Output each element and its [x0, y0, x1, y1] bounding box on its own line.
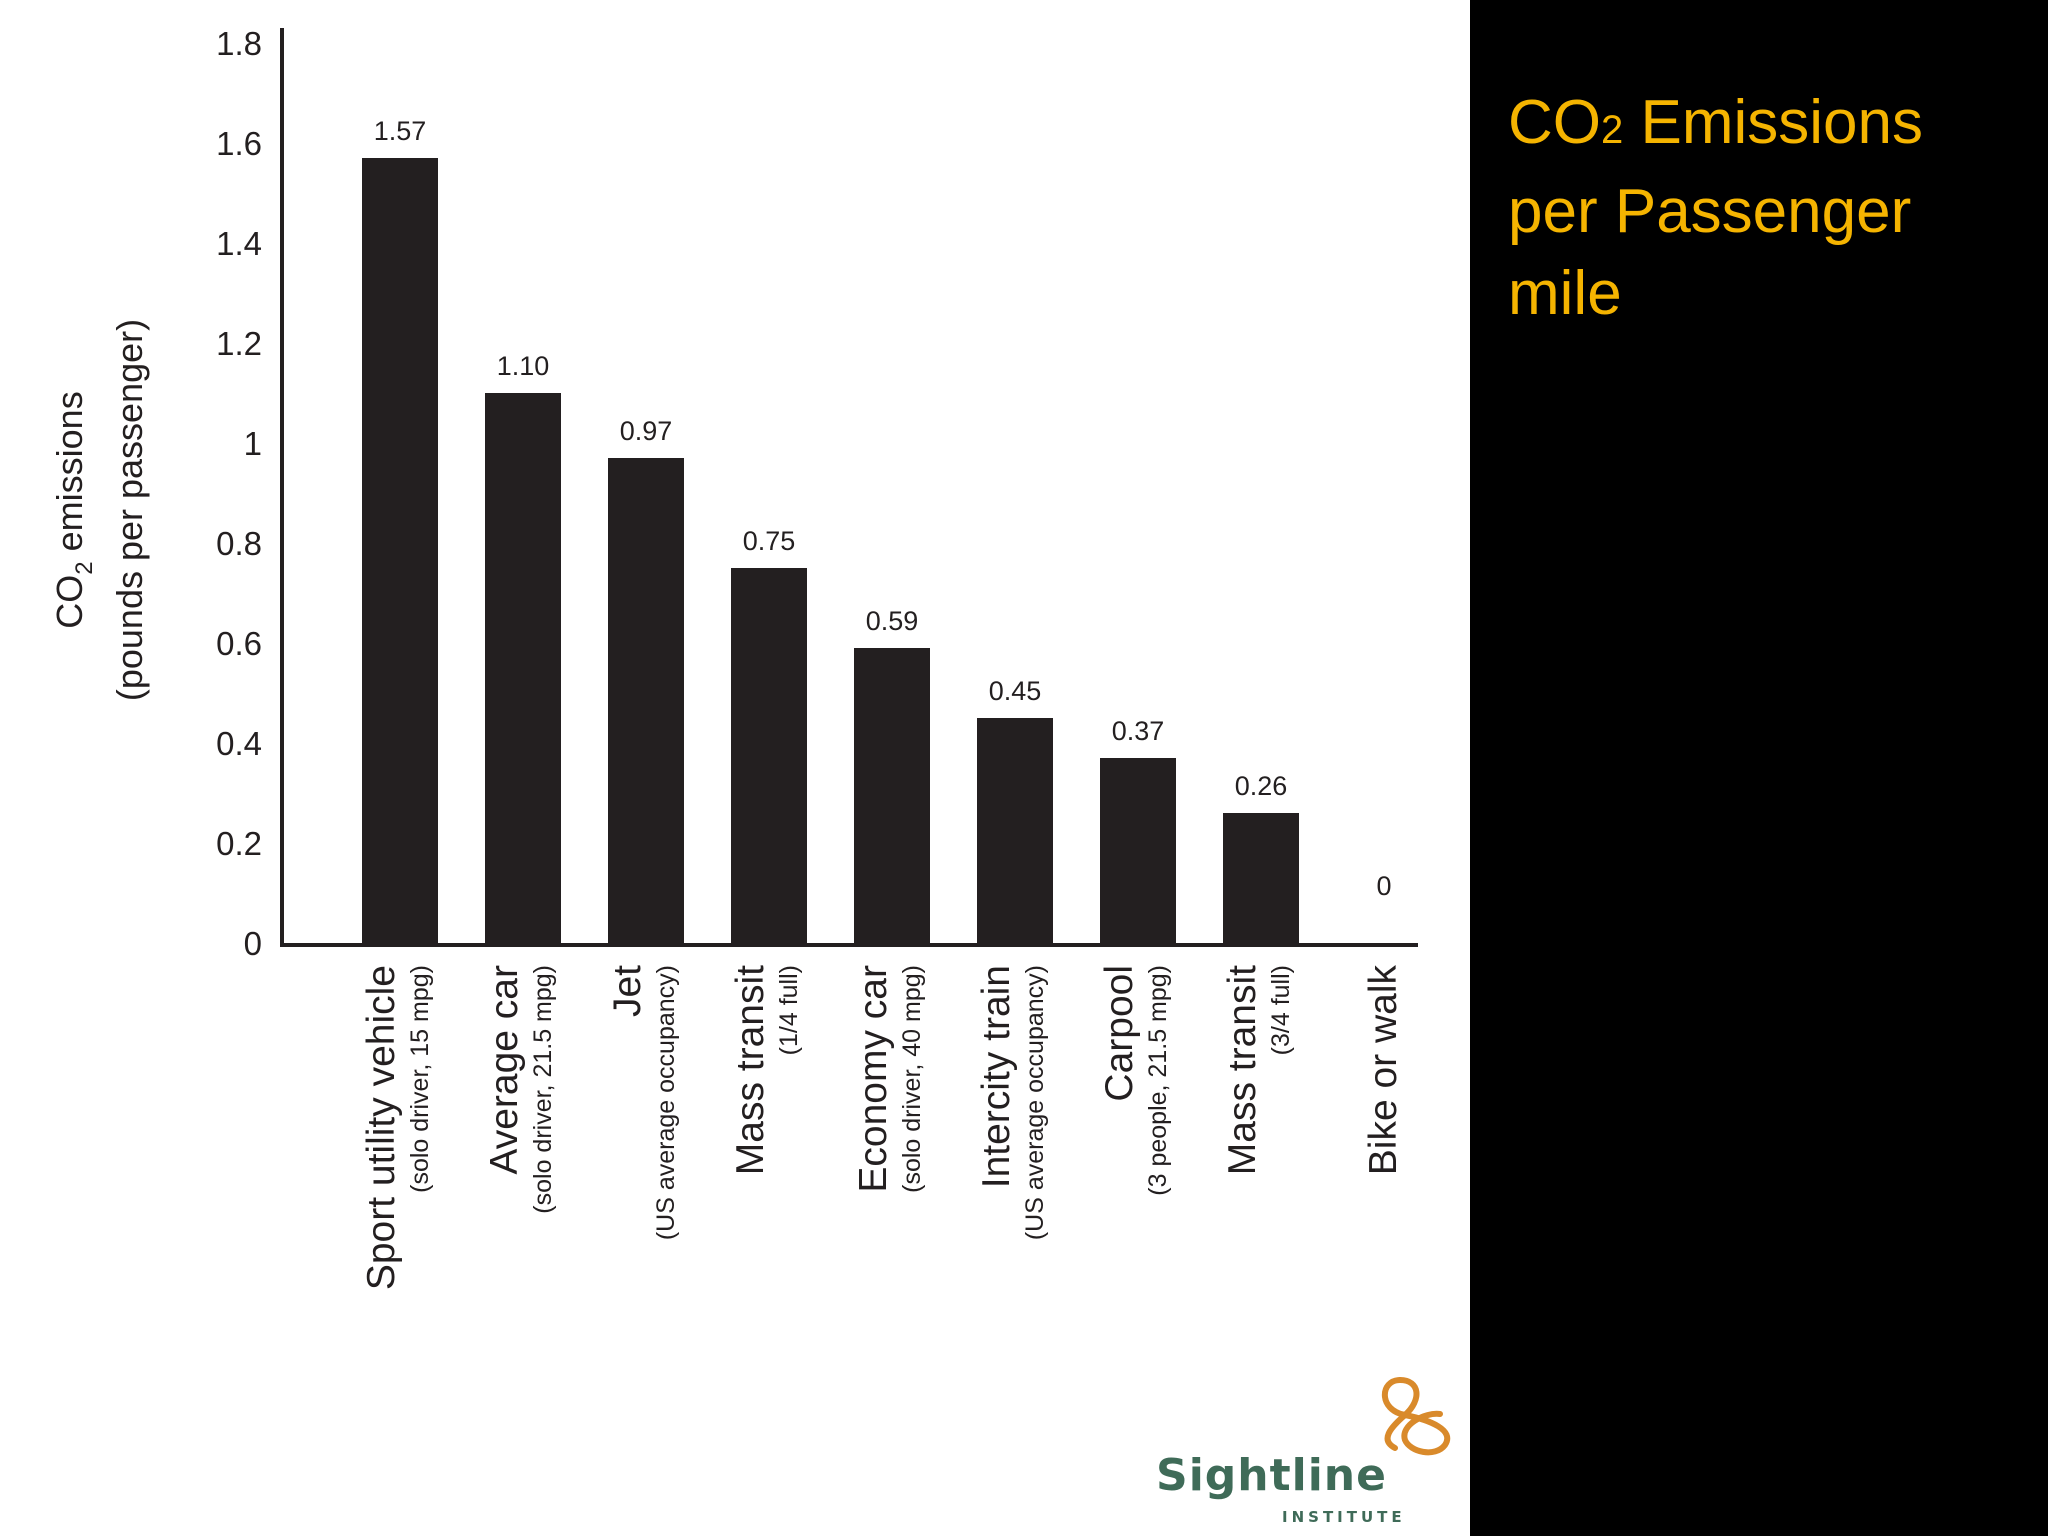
logo-wordmark: Sightline	[1156, 1450, 1387, 1501]
x-tick-label-sub: (US average occupancy)	[652, 965, 680, 1240]
y-axis-label-line1: CO2 emissions	[49, 391, 98, 628]
bars	[362, 158, 1299, 943]
slide-title-subscript: 2	[1601, 108, 1624, 152]
bar	[485, 393, 561, 943]
x-tick-label-main: Intercity train	[975, 965, 1018, 1188]
x-tick-label-main: Mass transit	[729, 965, 772, 1175]
bar	[362, 158, 438, 943]
x-tick-label-main: Economy car	[852, 965, 895, 1193]
slide-title-rest: Emissions per Passenger mile	[1508, 88, 1923, 328]
bar-value-label: 0.59	[866, 606, 919, 636]
bar-value-label: 0.45	[989, 676, 1042, 706]
x-tick-label: Carpool (3 people, 21.5 mpg)	[1098, 965, 1172, 1196]
bar-value-label: 1.10	[497, 351, 550, 381]
sightline-logo: Sightline INSTITUTE	[1150, 1370, 1470, 1530]
x-tick-label: Mass transit (1/4 full)	[729, 965, 803, 1175]
logo-subtitle: INSTITUTE	[1282, 1508, 1406, 1526]
y-tick-label: 0.8	[216, 525, 262, 562]
y-axis-label-line2: (pounds per passenger)	[109, 319, 150, 701]
y-axis-ticks: 0 0.2 0.4 0.6 0.8 1 1.2 1.4 1.6 1.8	[216, 25, 262, 962]
y-tick-label: 1.6	[216, 125, 262, 162]
chart-panel: CO2 emissions (pounds per passenger) 0 0.…	[0, 0, 1470, 1536]
y-tick-label: 1.2	[216, 325, 262, 362]
x-tick-label: Jet (US average occupancy)	[606, 965, 680, 1240]
x-tick-label-sub: (3 people, 21.5 mpg)	[1144, 965, 1172, 1196]
bar-chart: CO2 emissions (pounds per passenger) 0 0.…	[49, 25, 1418, 1291]
bar-value-label: 0.75	[743, 526, 796, 556]
x-tick-label-main: Average car	[483, 965, 526, 1175]
y-tick-label: 1.8	[216, 25, 262, 62]
x-tick-label-sub: (solo driver, 40 mpg)	[898, 965, 926, 1193]
bar	[854, 648, 930, 943]
x-axis-labels: Sport utility vehicle (solo driver, 15 mp…	[360, 965, 1405, 1291]
x-tick-label-main: Jet	[606, 965, 649, 1017]
x-tick-label: Average car (solo driver, 21.5 mpg)	[483, 965, 557, 1214]
x-tick-label-sub: (1/4 full)	[775, 965, 803, 1055]
x-tick-label-main: Sport utility vehicle	[360, 965, 403, 1290]
x-tick-label-main: Mass transit	[1221, 965, 1264, 1175]
slide-title-co: CO	[1508, 88, 1601, 157]
x-tick-label: Sport utility vehicle (solo driver, 15 mp…	[360, 965, 434, 1290]
bar-value-label: 0.26	[1235, 771, 1288, 801]
y-tick-label: 0	[244, 925, 262, 962]
x-tick-label: Economy car (solo driver, 40 mpg)	[852, 965, 926, 1193]
x-tick-label-sub: (solo driver, 15 mpg)	[406, 965, 434, 1193]
sightline-knot-icon	[1381, 1377, 1451, 1456]
value-labels: 1.57 1.10 0.97 0.75 0.59 0.45 0.37 0.26 0	[374, 116, 1392, 901]
bar-value-label: 0.37	[1112, 716, 1165, 746]
x-tick-label-main: Bike or walk	[1362, 965, 1405, 1176]
x-tick-label: Intercity train (US average occupancy)	[975, 965, 1049, 1240]
y-tick-label: 1.4	[216, 225, 262, 262]
y-axis-label: CO2 emissions (pounds per passenger)	[49, 319, 150, 701]
y-tick-label: 0.6	[216, 625, 262, 662]
x-tick-label-sub: (3/4 full)	[1267, 965, 1295, 1055]
bar	[977, 718, 1053, 943]
bar	[608, 458, 684, 943]
bar	[731, 568, 807, 943]
bar	[1100, 758, 1176, 943]
x-tick-label-main: Carpool	[1098, 965, 1141, 1102]
x-tick-label: Mass transit (3/4 full)	[1221, 965, 1295, 1175]
x-tick-label-sub: (solo driver, 21.5 mpg)	[529, 965, 557, 1214]
slide-title: CO2 Emissions per Passenger mile	[1508, 82, 2028, 335]
y-tick-label: 0.4	[216, 725, 262, 762]
bar-value-label: 1.57	[374, 116, 427, 146]
x-tick-label: Bike or walk	[1362, 965, 1405, 1176]
bar	[1223, 813, 1299, 943]
bar-value-label: 0	[1376, 871, 1391, 901]
x-tick-label-sub: (US average occupancy)	[1021, 965, 1049, 1240]
y-tick-label: 1	[244, 425, 262, 462]
y-tick-label: 0.2	[216, 825, 262, 862]
bar-value-label: 0.97	[620, 416, 673, 446]
